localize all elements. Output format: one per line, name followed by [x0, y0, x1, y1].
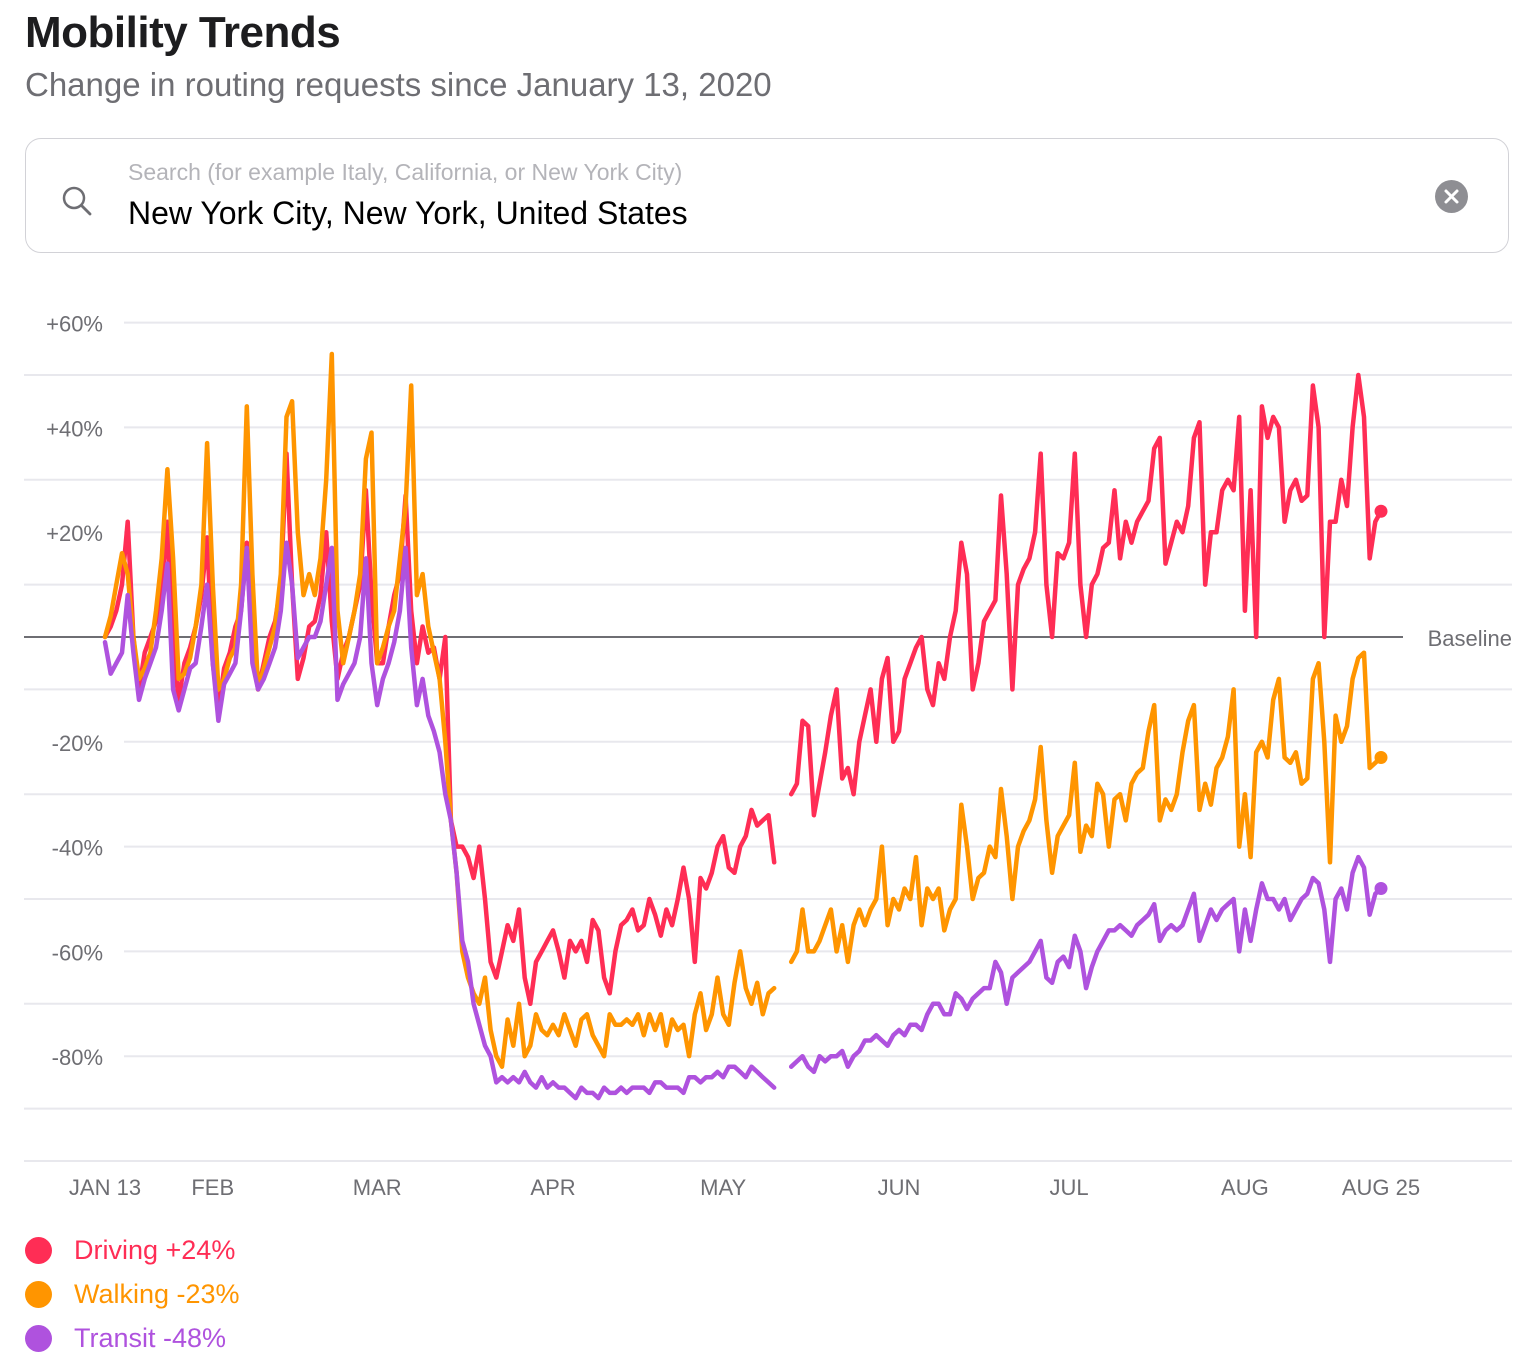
y-tick-label: -60% — [52, 940, 103, 965]
y-tick-label: +20% — [46, 521, 103, 546]
legend-item-walking: Walking -23% — [25, 1272, 240, 1316]
legend: Driving +24% Walking -23% Transit -48% — [25, 1228, 240, 1360]
legend-label: Walking -23% — [74, 1278, 240, 1309]
search-icon — [62, 186, 92, 216]
page-subtitle: Change in routing requests since January… — [25, 66, 772, 103]
legend-dot-icon — [25, 1236, 52, 1264]
x-tick-label: JAN 13 — [69, 1175, 141, 1200]
y-tick-label: -40% — [52, 836, 103, 861]
x-tick-label: APR — [530, 1175, 575, 1200]
search-box[interactable]: Search (for example Italy, California, o… — [25, 138, 1509, 253]
legend-label: Driving +24% — [74, 1234, 236, 1265]
search-placeholder: Search (for example Italy, California, o… — [128, 159, 683, 185]
legend-label: Transit -48% — [74, 1322, 227, 1353]
x-tick-label: MAR — [353, 1175, 402, 1200]
legend-item-transit: Transit -48% — [25, 1316, 240, 1360]
mobility-chart: +60% +40% +20% -20% -40% -60% -80% Baseline JAN … — [24, 312, 1512, 1200]
search-input[interactable]: New York City, New York, United States — [128, 195, 688, 231]
x-tick-label: AUG 25 — [1342, 1175, 1420, 1200]
x-tick-label: MAY — [700, 1175, 746, 1200]
series-end-point-walking — [1374, 751, 1388, 765]
y-tick-label: -20% — [52, 731, 103, 756]
x-tick-label: FEB — [191, 1175, 234, 1200]
series-line-walking — [102, 351, 1384, 1069]
x-tick-label: JUN — [878, 1175, 921, 1200]
legend-dot-icon — [25, 1280, 52, 1308]
y-tick-label: -80% — [52, 1045, 103, 1070]
y-tick-label: +40% — [46, 416, 103, 441]
legend-item-driving: Driving +24% — [25, 1228, 240, 1272]
x-tick-label: AUG — [1221, 1175, 1269, 1200]
series-line-transit — [102, 540, 1384, 1101]
x-tick-label: JUL — [1050, 1175, 1089, 1200]
series-end-point-transit — [1374, 882, 1388, 896]
clear-search-button[interactable] — [1435, 180, 1468, 213]
legend-dot-icon — [25, 1324, 52, 1352]
baseline-label: Baseline — [1428, 626, 1512, 651]
series-end-point-driving — [1374, 504, 1388, 518]
page-title: Mobility Trends — [25, 8, 341, 57]
y-tick-label: +60% — [46, 312, 103, 337]
clear-circle-icon — [1444, 189, 1459, 204]
